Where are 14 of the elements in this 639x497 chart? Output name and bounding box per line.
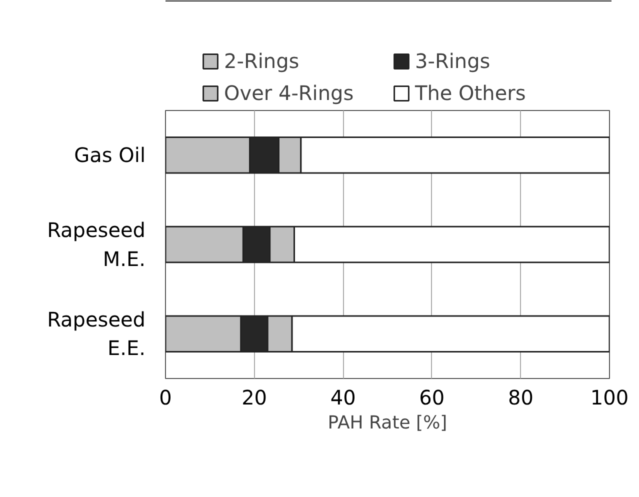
x-tick-label: 20 bbox=[242, 386, 268, 410]
x-tick-label: 60 bbox=[419, 386, 445, 410]
x-axis-title: PAH Rate [%] bbox=[328, 412, 448, 434]
legend-label: The Others bbox=[415, 81, 527, 105]
legend-label: 2-Rings bbox=[224, 49, 300, 73]
legend-label: Over 4-Rings bbox=[224, 81, 355, 105]
x-tick-label: 80 bbox=[508, 386, 534, 410]
legend-label: 3-Rings bbox=[415, 49, 492, 73]
y-tick-label: Rapeseed E.E. bbox=[47, 307, 146, 360]
y-tick-label: Gas Oil bbox=[74, 143, 146, 168]
x-tick-label: 0 bbox=[159, 386, 172, 410]
y-tick-label: Rapeseed M.E. bbox=[47, 218, 146, 271]
x-tick-label: 40 bbox=[330, 386, 356, 410]
x-tick-label: 100 bbox=[590, 386, 629, 410]
